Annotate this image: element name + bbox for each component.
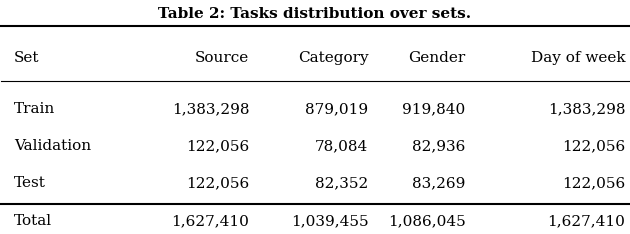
Text: 879,019: 879,019 (305, 102, 369, 116)
Text: Day of week: Day of week (531, 51, 626, 65)
Text: 122,056: 122,056 (186, 176, 249, 190)
Text: Gender: Gender (408, 51, 466, 65)
Text: 1,383,298: 1,383,298 (548, 102, 626, 116)
Text: 122,056: 122,056 (186, 139, 249, 153)
Text: Table 2: Tasks distribution over sets.: Table 2: Tasks distribution over sets. (158, 7, 472, 21)
Text: 919,840: 919,840 (403, 102, 466, 116)
Text: Validation: Validation (14, 139, 91, 153)
Text: 82,352: 82,352 (315, 176, 369, 190)
Text: Total: Total (14, 214, 52, 228)
Text: Train: Train (14, 102, 55, 116)
Text: 122,056: 122,056 (562, 176, 626, 190)
Text: 1,627,410: 1,627,410 (547, 214, 626, 228)
Text: 122,056: 122,056 (562, 139, 626, 153)
Text: 1,086,045: 1,086,045 (388, 214, 466, 228)
Text: 82,936: 82,936 (412, 139, 466, 153)
Text: 78,084: 78,084 (315, 139, 369, 153)
Text: Set: Set (14, 51, 40, 65)
Text: Test: Test (14, 176, 46, 190)
Text: 1,383,298: 1,383,298 (171, 102, 249, 116)
Text: 1,627,410: 1,627,410 (171, 214, 249, 228)
Text: 83,269: 83,269 (412, 176, 466, 190)
Text: Source: Source (195, 51, 249, 65)
Text: 1,039,455: 1,039,455 (290, 214, 369, 228)
Text: Category: Category (298, 51, 369, 65)
